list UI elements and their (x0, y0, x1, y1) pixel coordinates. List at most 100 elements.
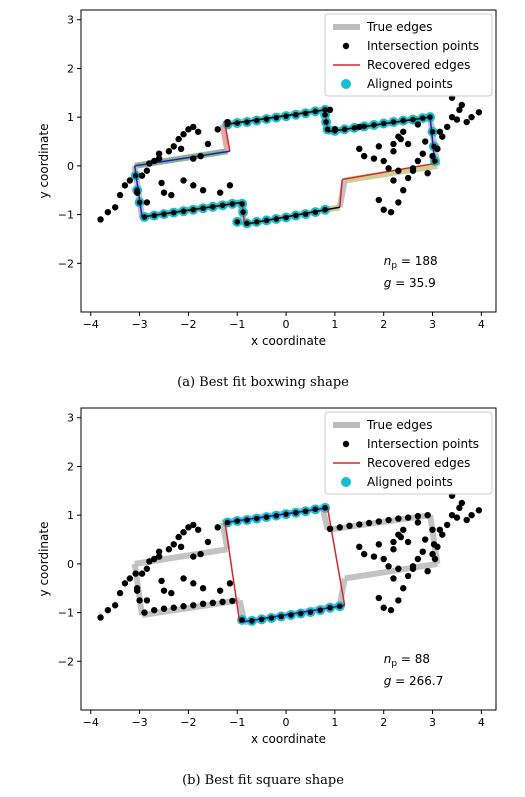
intersection-point (170, 209, 177, 216)
y-axis-label: y coordinate (37, 522, 51, 597)
intersection-point (180, 208, 187, 214)
intersection-point (432, 158, 438, 164)
intersection-point (436, 526, 444, 533)
intersection-point (390, 148, 397, 155)
intersection-point (409, 167, 417, 174)
y-tick-label: 0 (67, 558, 74, 571)
intersection-point (143, 167, 151, 174)
intersection-point (170, 604, 177, 611)
intersection-point (234, 219, 241, 225)
true-edge (344, 560, 438, 582)
intersection-point (422, 138, 429, 145)
recovered-edge (224, 124, 231, 152)
intersection-point (375, 196, 383, 204)
intersection-point (380, 157, 387, 165)
intersection-point (293, 111, 299, 118)
legend-entry: Recovered edges (367, 58, 470, 72)
intersection-point (134, 187, 140, 194)
intersection-point (390, 538, 397, 546)
intersection-point (190, 602, 197, 609)
intersection-point (268, 615, 275, 621)
y-tick-label: 3 (67, 412, 74, 425)
intersection-point (111, 602, 119, 609)
x-tick-label: 4 (478, 318, 485, 331)
annotation-np: np = 88 (384, 652, 430, 669)
intersection-point (404, 140, 412, 148)
intersection-point (138, 172, 146, 179)
intersection-point (370, 155, 378, 162)
intersection-point (458, 499, 466, 507)
intersection-point (422, 536, 429, 543)
intersection-point (429, 526, 436, 533)
plot-frame (80, 9, 497, 313)
intersection-point (404, 514, 412, 521)
intersection-point (385, 165, 392, 172)
intersection-point (126, 177, 134, 184)
intersection-point (326, 525, 334, 532)
intersection-point (370, 553, 378, 560)
x-tick-label: −4 (83, 716, 99, 729)
intersection-point (143, 597, 151, 604)
intersection-point (468, 511, 475, 519)
legend-entry: Aligned points (367, 475, 453, 489)
intersection-point (151, 555, 158, 563)
intersection-point (463, 118, 470, 126)
intersection-point (375, 541, 383, 548)
legend-entry: Intersection points (367, 437, 479, 451)
intersection-point (200, 205, 206, 212)
x-tick-label: 0 (283, 716, 290, 729)
intersection-point (216, 587, 224, 594)
intersection-point (273, 216, 280, 222)
intersection-point (224, 121, 231, 128)
intersection-point (214, 524, 221, 531)
annotation-g: g = 266.7 (384, 674, 444, 688)
intersection-point (165, 546, 173, 553)
intersection-point (312, 209, 319, 215)
intersection-point (453, 116, 461, 123)
x-tick-label: −1 (229, 318, 245, 331)
intersection-point (197, 550, 204, 558)
legend-entry: True edges (366, 418, 433, 432)
intersection-point (239, 617, 245, 623)
intersection-point (336, 524, 343, 531)
intersection-point (170, 541, 177, 548)
intersection-point (180, 575, 187, 582)
intersection-point (397, 533, 404, 541)
intersection-point (253, 117, 260, 124)
intersection-point (395, 515, 402, 522)
legend-swatch-intersection (342, 42, 350, 50)
intersection-point (429, 550, 436, 558)
intersection-point (395, 167, 402, 174)
intersection-point (219, 598, 226, 606)
intersection-point (143, 199, 151, 206)
intersection-point (463, 516, 470, 524)
intersection-point (170, 143, 177, 150)
y-tick-label: 0 (67, 160, 74, 173)
intersection-point (414, 555, 422, 563)
intersection-point (414, 121, 422, 128)
intersection-point (356, 145, 363, 153)
intersection-point (234, 518, 241, 524)
legend-entry: True edges (366, 20, 433, 34)
intersection-point (424, 567, 431, 575)
intersection-point (365, 519, 373, 527)
intersection-point (414, 519, 422, 526)
intersection-point (151, 606, 158, 614)
intersection-point (409, 565, 417, 572)
panel-b: −4 −3 −2 −1 0 1 2 3 4 −2 −1 0 1 2 3 x coordinate y coord… (37, 407, 497, 788)
intersection-point (263, 217, 270, 224)
intersection-point (361, 123, 367, 130)
intersection-point (190, 123, 197, 131)
intersection-point (146, 160, 153, 167)
intersection-point (324, 126, 331, 133)
legend-box (324, 13, 493, 97)
x-tick-label: −2 (180, 716, 196, 729)
intersection-point (283, 511, 289, 517)
intersection-point (234, 120, 241, 126)
x-tick-label: 3 (429, 318, 436, 331)
intersection-point (253, 515, 260, 522)
intersection-point (190, 580, 197, 587)
true-edge (344, 162, 438, 184)
intersection-point (155, 155, 163, 162)
figure-caption: (b) Best fit square shape (182, 773, 344, 788)
